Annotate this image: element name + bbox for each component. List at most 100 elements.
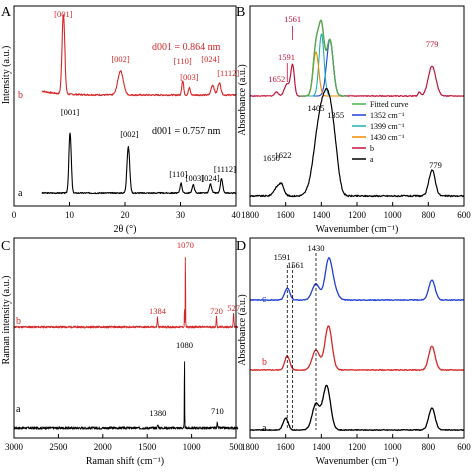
- x-tick-label: 800: [422, 210, 436, 220]
- peak-label-b: 1652: [268, 74, 285, 84]
- peak-label-b: [002]: [111, 54, 130, 64]
- x-tick-label: 1200: [348, 210, 367, 220]
- x-tick-label: 20: [121, 210, 131, 220]
- series-c-line: [249, 257, 465, 302]
- x-tick-label: 30: [176, 210, 186, 220]
- series-b-label: b: [262, 357, 267, 368]
- fit-component: [299, 33, 347, 97]
- reference-label: 1591: [274, 252, 291, 262]
- x-tick-label: 1500: [138, 442, 157, 452]
- series-b-label: b: [16, 316, 21, 327]
- series-a-label: a: [16, 404, 21, 415]
- x-tick-label: 2500: [49, 442, 68, 452]
- x-axis-label: Wavenumber (cm⁻¹): [316, 456, 399, 467]
- peak-label-a: 1650: [263, 153, 280, 163]
- peak-label-a: [001]: [61, 107, 80, 117]
- peak-label-a: [1112]: [214, 164, 236, 174]
- x-tick-label: 1000: [384, 210, 403, 220]
- x-tick-label: 500: [229, 442, 243, 452]
- x-tick-label: 1000: [384, 442, 403, 452]
- series-a-line: [249, 87, 465, 198]
- panel-c-frame: [13, 237, 237, 439]
- panel-c: C 3000 2500 2000 1500 1000 500 Raman shift (cm⁻…: [1, 239, 243, 467]
- series-b-line: [13, 257, 239, 329]
- x-tick-label: 3000: [5, 442, 24, 452]
- panel-b-frame: [249, 5, 465, 207]
- y-axis-label: Absorbance (a.u.): [237, 64, 248, 135]
- x-tick-label: 800: [422, 442, 436, 452]
- peak-label-a: 710: [211, 406, 224, 416]
- x-tick-label: 1800: [241, 442, 260, 452]
- legend-label: 1430 cm⁻¹: [370, 133, 405, 142]
- peak-label-b: 1591: [278, 52, 295, 62]
- series-a-line: [249, 384, 465, 432]
- x-tick-label: 2000: [94, 442, 113, 452]
- peak-label-a: 1080: [176, 340, 193, 350]
- panel-letter: A: [1, 5, 12, 20]
- x-tick-label: 1600: [277, 442, 296, 452]
- panel-a: A 0 10 20 30 40 2θ (°) Intensity (a.u.) [001] [00…: [1, 5, 241, 235]
- peak-label-a: [002]: [120, 129, 139, 139]
- x-axis-label: Wavenumber (cm⁻¹): [316, 224, 399, 235]
- annotation-a: d001 = 0.757 nm: [152, 126, 221, 137]
- series-b-line: [249, 325, 465, 372]
- panel-letter: B: [236, 5, 245, 20]
- x-tick-label: 600: [457, 210, 471, 220]
- annotation-b: d001 = 0.864 nm: [152, 42, 221, 53]
- peak-label-b: [1112]: [217, 68, 239, 78]
- peak-label-b: 779: [426, 39, 439, 49]
- legend-label: a: [370, 155, 374, 164]
- x-tick-label: 1200: [348, 442, 367, 452]
- panel-letter: C: [1, 239, 10, 254]
- panel-b: B 1800 1600 1400 1200 1000 800 600 Wavenumber (c…: [236, 5, 471, 235]
- peak-label-b: 1070: [177, 240, 194, 250]
- peak-label-a: 1355: [327, 110, 344, 120]
- panel-a-frame: [13, 5, 237, 207]
- x-tick-label: 1400: [312, 210, 331, 220]
- series-b-line: [249, 19, 465, 97]
- x-tick-label: 0: [12, 210, 17, 220]
- fitted-curve: [299, 19, 347, 97]
- peak-label-b: 527: [227, 303, 240, 313]
- y-axis-label: Raman intensity (a.u.): [1, 276, 12, 365]
- series-b-label: b: [18, 90, 23, 101]
- peak-label-a: 779: [429, 160, 442, 170]
- series-c-label: c: [262, 294, 267, 305]
- x-tick-label: 40: [232, 210, 242, 220]
- peak-label-b: [024]: [201, 54, 220, 64]
- peak-label-b: 720: [210, 306, 223, 316]
- peak-label-b: 1384: [149, 306, 167, 316]
- panel-letter: D: [236, 239, 246, 254]
- reference-label: 1430: [307, 243, 324, 253]
- x-tick-label: 1400: [312, 442, 331, 452]
- peak-label-a: [003]: [186, 173, 205, 183]
- legend-label: Fitted curve: [370, 100, 409, 109]
- peak-label-b: 1561: [284, 14, 301, 24]
- peak-label-b: [001]: [54, 9, 73, 19]
- peak-label-a: [110]: [169, 169, 187, 179]
- panel-d-frame: [249, 237, 465, 439]
- x-tick-label: 1800: [241, 210, 260, 220]
- peak-label-b: [110]: [174, 56, 192, 66]
- peak-label-a: 1380: [149, 408, 166, 418]
- series-a-line: [13, 361, 239, 430]
- y-axis-label: Absorbance (a.u.): [237, 294, 248, 365]
- peak-label-b: [003]: [180, 72, 199, 82]
- x-tick-label: 1000: [183, 442, 202, 452]
- x-axis-label: Raman shift (cm⁻¹): [86, 456, 164, 467]
- x-axis-label: 2θ (°): [114, 224, 137, 235]
- y-axis-label: Intensity (a.u.): [1, 46, 12, 105]
- legend-label: 1352 cm⁻¹: [370, 111, 405, 120]
- peak-label-a: 1622: [274, 150, 291, 160]
- legend-label: b: [370, 144, 374, 153]
- series-a-label: a: [262, 423, 267, 434]
- reference-label: 1561: [287, 260, 304, 270]
- series-a-line: [41, 132, 237, 195]
- x-tick-label: 10: [65, 210, 75, 220]
- x-tick-label: 1600: [277, 210, 296, 220]
- legend-label: 1399 cm⁻¹: [370, 122, 405, 131]
- peak-label-a: [024]: [201, 173, 220, 183]
- peak-label-a: 1405: [307, 103, 324, 113]
- x-tick-label: 600: [457, 442, 471, 452]
